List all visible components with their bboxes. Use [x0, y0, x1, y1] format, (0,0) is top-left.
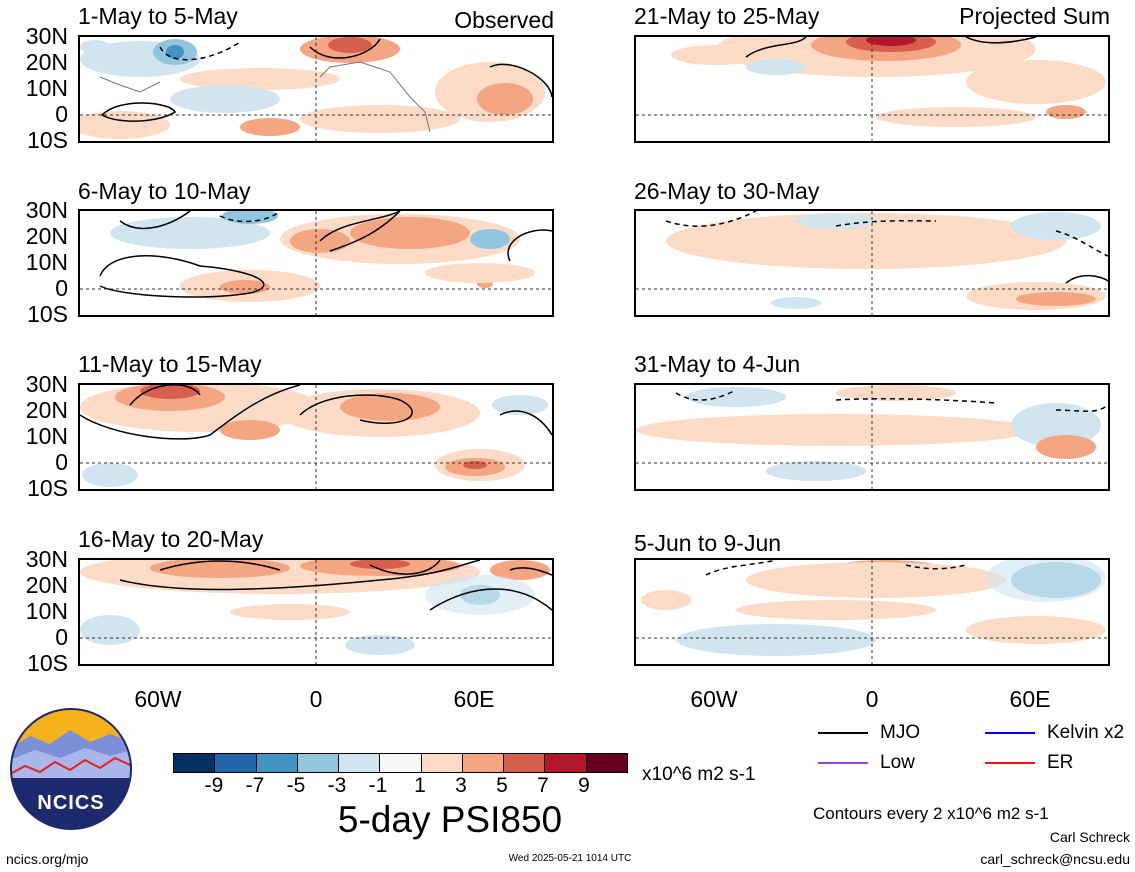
lat-label: 30N [25, 371, 68, 397]
lat-label: 0 [55, 624, 68, 650]
colorbar-swatch [462, 754, 505, 772]
colorbar-swatch [421, 754, 463, 772]
lat-label: 20N [25, 397, 68, 423]
legend-label: ER [1047, 752, 1074, 773]
legend-swatch-low [818, 762, 868, 764]
lat-label: 20N [25, 572, 68, 598]
lat-label: 20N [25, 49, 68, 75]
legend-swatch-kelvin [985, 732, 1035, 734]
colorbar-tick: 7 [537, 774, 549, 797]
lat-label: 10N [25, 249, 68, 275]
map-panel [634, 209, 1110, 317]
legend-label: Kelvin x2 [1047, 722, 1125, 743]
lat-label: 0 [55, 275, 68, 301]
map-panel [78, 209, 554, 317]
colorbar-swatch [339, 754, 381, 772]
panel-title: 26-May to 30-May [634, 178, 820, 204]
map-panel [634, 383, 1110, 491]
timestamp: Wed 2025-05-21 1014 UTC [508, 853, 632, 864]
ncics-logo: NCICS [10, 708, 132, 830]
colorbar-tick: -3 [327, 774, 347, 797]
panel-title: 16-May to 20-May [78, 526, 264, 552]
panel-title: 6-May to 10-May [78, 178, 251, 204]
lat-label: 0 [55, 101, 68, 127]
lat-label: 20N [25, 223, 68, 249]
map-panel [634, 35, 1110, 143]
lat-label: 30N [25, 197, 68, 223]
colorbar-swatch [215, 754, 257, 772]
colorbar-tick: -5 [286, 774, 306, 797]
lon-label: 0 [309, 686, 323, 712]
logo-text: NCICS [37, 792, 105, 814]
map-panel [78, 558, 554, 666]
observed-label: Observed [454, 7, 554, 33]
colorbar-swatch [504, 754, 546, 772]
colorbar-tick: 3 [455, 774, 467, 797]
colorbar-units: x10^6 m2 s-1 [642, 764, 756, 785]
colorbar-tick: -9 [204, 774, 224, 797]
panel-title: 11-May to 15-May [78, 351, 262, 377]
colorbar-tick: -1 [368, 774, 388, 797]
lat-label: 10S [27, 301, 68, 327]
colorbar-tick: 1 [414, 774, 426, 797]
colorbar-swatch [297, 754, 340, 772]
lon-label: 60W [134, 686, 182, 712]
lat-label: 10N [25, 75, 68, 101]
map-panel [78, 35, 554, 143]
lon-label: 60E [1009, 686, 1051, 712]
legend-label: Low [880, 752, 915, 773]
projected-label: Projected Sum [959, 3, 1110, 29]
panel-title: 5-Jun to 9-Jun [634, 530, 782, 556]
panel-title: 1-May to 5-May [78, 3, 238, 29]
lat-label: 0 [55, 449, 68, 475]
figure-title: 5-day PSI850 [337, 799, 563, 840]
author-name: Carl Schreck [1049, 829, 1130, 845]
lat-label: 10S [27, 475, 68, 501]
colorbar-swatch [586, 754, 627, 772]
panel-title: 21-May to 25-May [634, 3, 820, 29]
colorbar [173, 753, 628, 773]
lat-label: 10N [25, 423, 68, 449]
lat-label: 30N [25, 546, 68, 572]
colorbar-swatch [256, 754, 298, 772]
lat-label: 10N [25, 598, 68, 624]
colorbar-tick: 9 [578, 774, 590, 797]
colorbar-swatch [545, 754, 587, 772]
map-panel [78, 383, 554, 491]
lon-label: 60W [690, 686, 738, 712]
colorbar-tick: 5 [496, 774, 508, 797]
lat-label: 10S [27, 650, 68, 676]
lat-label: 10S [27, 127, 68, 153]
contours-note: Contours every 2 x10^6 m2 s-1 [813, 804, 1049, 823]
panel-title: 31-May to 4-Jun [634, 351, 801, 377]
legend-swatch-mjo [818, 732, 868, 734]
legend-swatch-er [985, 762, 1035, 764]
lat-label: 30N [25, 23, 68, 49]
lon-label: 60E [453, 686, 495, 712]
legend-label: MJO [880, 722, 921, 743]
colorbar-tick: -7 [245, 774, 265, 797]
colorbar-swatch [380, 754, 422, 772]
lon-label: 0 [865, 686, 879, 712]
colorbar-swatch [174, 754, 216, 772]
site-link[interactable]: ncics.org/mjo [6, 851, 89, 867]
map-panel [634, 558, 1110, 666]
author-email: carl_schreck@ncsu.edu [980, 851, 1130, 867]
